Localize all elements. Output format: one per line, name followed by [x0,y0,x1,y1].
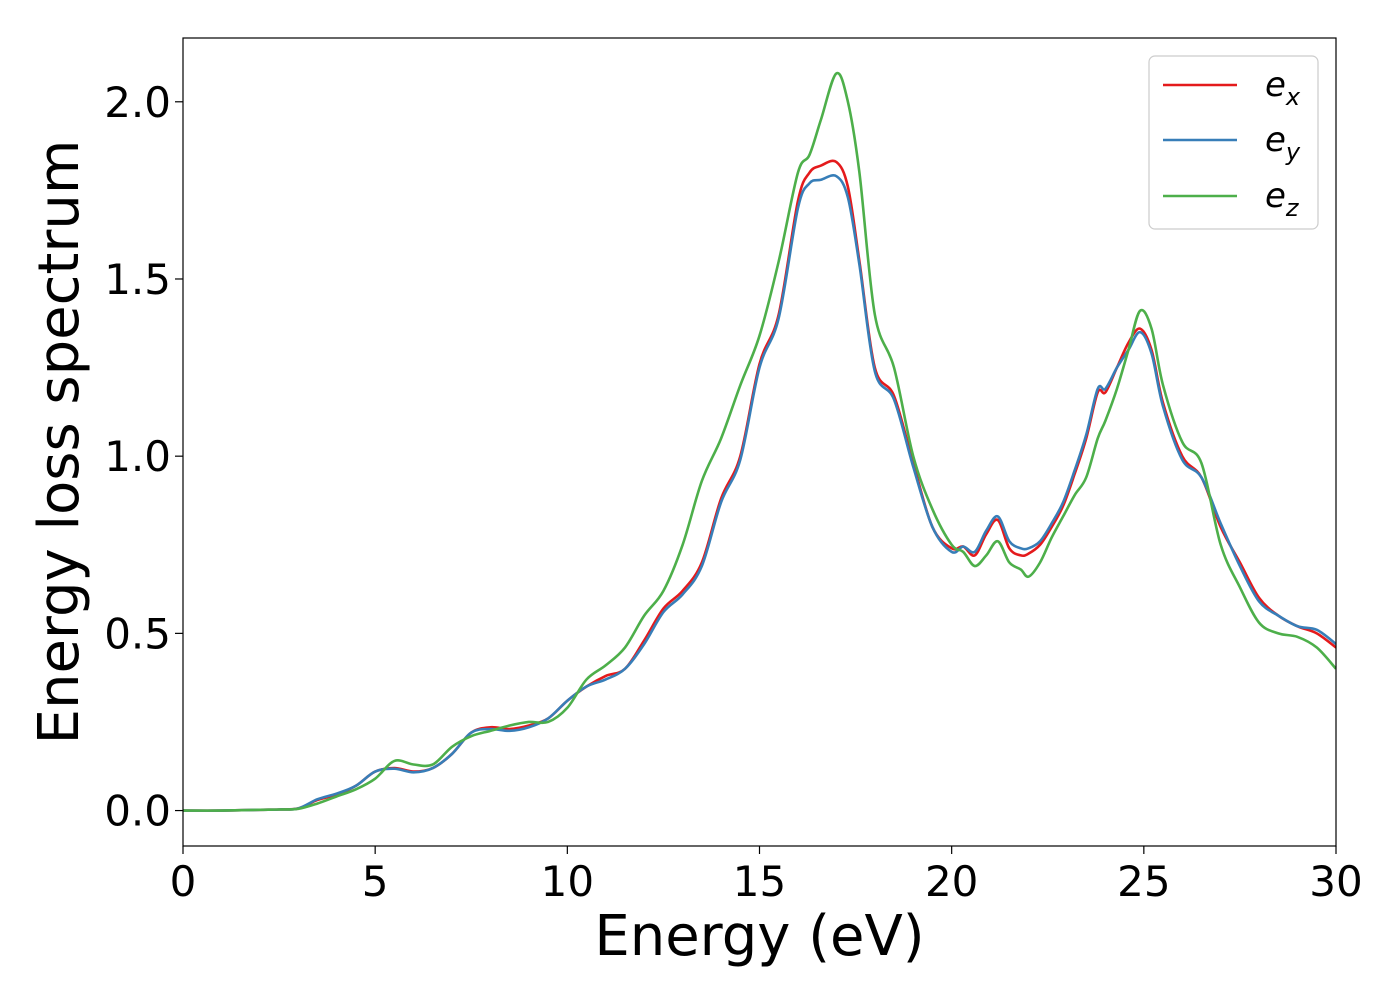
x-axis-label: Energy (eV) [594,904,924,969]
legend-box [1148,55,1319,230]
legend-label-z: ez [1265,176,1300,222]
x-tick-label: 10 [541,857,594,906]
x-tick-label: 20 [925,857,978,906]
y-tick-label: 1.5 [104,255,171,304]
y-tick-label: 1.0 [104,432,171,481]
x-tick-label: 0 [170,857,197,906]
y-tick-label: 2.0 [104,78,171,127]
y-tick-label: 0.0 [104,787,171,836]
x-axis-ticks: 0 5 10 15 20 25 30 [170,846,1363,906]
x-tick-label: 5 [362,857,389,906]
y-axis-label: Energy loss spectrum [27,140,92,745]
series-line-e-z [183,71,1336,812]
x-tick-label: 30 [1309,857,1362,906]
series-line-e-y [183,174,1336,812]
legend-label-x: ex [1265,65,1301,111]
y-tick-label: 0.5 [104,609,171,658]
legend: ex ey ez [1148,55,1319,230]
x-tick-label: 25 [1117,857,1170,906]
series-layer [183,71,1336,812]
legend-label-y: ey [1265,120,1301,166]
x-tick-label: 15 [733,857,786,906]
series-line-e-x [183,159,1336,812]
y-axis-ticks: 0.0 0.5 1.0 1.5 2.0 [104,78,183,836]
